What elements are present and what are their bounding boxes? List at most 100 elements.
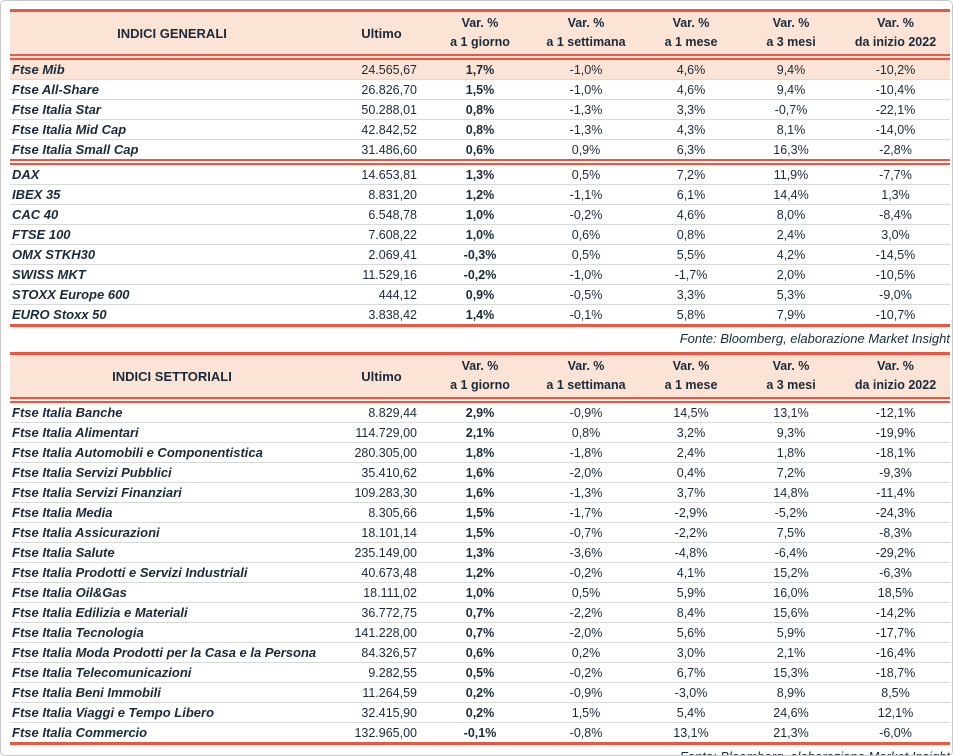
var-1-settimana-value: 0,2% (531, 642, 641, 663)
ultimo-value: 6.548,78 (334, 204, 429, 225)
var-1-settimana-value: -0,5% (531, 284, 641, 305)
index-name: Ftse Italia Edilizia e Materiali (10, 602, 334, 623)
ultimo-value: 141.228,00 (334, 622, 429, 643)
var-1-mese-value: 14,5% (641, 400, 741, 423)
var-1-settimana-value: 0,5% (531, 162, 641, 185)
index-name: STOXX Europe 600 (10, 284, 334, 305)
ultimo-value: 42.842,52 (334, 119, 429, 140)
var-1-giorno-value: 1,6% (429, 462, 531, 483)
source-caption: Fonte: Bloomberg, elaborazione Market In… (10, 748, 950, 755)
var-1-settimana-value: -0,7% (531, 522, 641, 543)
index-row: Ftse Italia Star 50.288,01 0,8% -1,3% 3,3% -0… (10, 99, 950, 120)
var-1-giorno-value: 1,5% (429, 502, 531, 523)
index-row: Ftse Italia Viaggi e Tempo Libero 32.415,… (10, 702, 950, 723)
var-1-mese-value: 3,7% (641, 482, 741, 503)
table-title-indici-settoriali: INDICI SETTORIALI (10, 352, 334, 403)
period-label: a 1 mese (664, 35, 718, 49)
var-label: Var. % (461, 16, 499, 30)
ultimo-value: 11.529,16 (334, 264, 429, 285)
var-1-settimana-value: 0,8% (531, 422, 641, 443)
var-1-mese-value: 4,6% (641, 57, 741, 80)
var-label: Var. % (877, 16, 914, 30)
var-1-giorno-value: 2,1% (429, 422, 531, 443)
index-row: CAC 40 6.548,78 1,0% -0,2% 4,6% 8,0% -8,4% (10, 204, 950, 225)
index-name: CAC 40 (10, 204, 334, 225)
index-name: Ftse Italia Alimentari (10, 422, 334, 443)
var-label: Var. % (672, 359, 710, 373)
var-1-giorno-value: 1,4% (429, 304, 531, 327)
var-3-mesi-value: 8,1% (741, 119, 841, 140)
ultimo-value: 8.831,20 (334, 184, 429, 205)
var-3-mesi-value: -6,4% (741, 542, 841, 563)
var-inizio-2022-value: -8,4% (841, 204, 950, 225)
var-3-mesi-value: -5,2% (741, 502, 841, 523)
index-row: Ftse Italia Mid Cap 42.842,52 0,8% -1,3% 4,3… (10, 119, 950, 140)
var-inizio-2022-value: -6,0% (841, 722, 950, 745)
ultimo-value: 36.772,75 (334, 602, 429, 623)
index-row: Ftse Italia Servizi Finanziari 109.283,30… (10, 482, 950, 503)
column-header-var-1-giorno: Var. % a 1 giorno (429, 9, 531, 60)
var-1-mese-value: 4,6% (641, 79, 741, 100)
var-1-giorno-value: 0,9% (429, 284, 531, 305)
ultimo-value: 280.305,00 (334, 442, 429, 463)
period-label: a 3 mesi (766, 378, 816, 392)
index-row: Ftse Italia Salute 235.149,00 1,3% -3,6% -4,… (10, 542, 950, 563)
var-1-mese-value: -2,2% (641, 522, 741, 543)
var-inizio-2022-value: -7,7% (841, 162, 950, 185)
var-1-mese-value: 5,5% (641, 244, 741, 265)
column-header-var-1-settimana: Var. % a 1 settimana (531, 352, 641, 403)
table-title-indici-generali: INDICI GENERALI (10, 9, 334, 60)
var-inizio-2022-value: -22,1% (841, 99, 950, 120)
var-1-settimana-value: -1,8% (531, 442, 641, 463)
var-inizio-2022-value: -10,4% (841, 79, 950, 100)
var-inizio-2022-value: -9,3% (841, 462, 950, 483)
index-row: EURO Stoxx 50 3.838,42 1,4% -0,1% 5,8% 7,9% -1… (10, 304, 950, 327)
period-label: a 1 giorno (450, 378, 510, 392)
index-name: FTSE 100 (10, 224, 334, 245)
var-3-mesi-value: 2,0% (741, 264, 841, 285)
var-1-giorno-value: 1,0% (429, 582, 531, 603)
index-row: Ftse Italia Beni Immobili 11.264,59 0,2% -0… (10, 682, 950, 703)
var-1-settimana-value: -3,6% (531, 542, 641, 563)
ultimo-value: 8.829,44 (334, 400, 429, 423)
var-3-mesi-value: 1,8% (741, 442, 841, 463)
var-3-mesi-value: 2,1% (741, 642, 841, 663)
var-1-giorno-value: 0,8% (429, 119, 531, 140)
index-name: Ftse Italia Beni Immobili (10, 682, 334, 703)
index-row: Ftse Italia Edilizia e Materiali 36.772,7… (10, 602, 950, 623)
var-inizio-2022-value: -2,8% (841, 139, 950, 165)
column-header-ultimo: Ultimo (334, 9, 429, 60)
var-1-giorno-value: -0,2% (429, 264, 531, 285)
column-header-var-inizio-2022: Var. % da inizio 2022 (841, 9, 950, 60)
index-row: IBEX 35 8.831,20 1,2% -1,1% 6,1% 14,4% 1,3% (10, 184, 950, 205)
index-row: Ftse Italia Moda Prodotti per la Casa e … (10, 642, 950, 663)
index-name: Ftse Italia Banche (10, 400, 334, 423)
source-caption: Fonte: Bloomberg, elaborazione Market In… (679, 331, 950, 346)
var-3-mesi-value: 14,8% (741, 482, 841, 503)
var-1-mese-value: 6,1% (641, 184, 741, 205)
var-1-giorno-value: 1,0% (429, 224, 531, 245)
index-name: Ftse Italia Mid Cap (10, 119, 334, 140)
var-1-giorno-value: -0,1% (429, 722, 531, 745)
var-1-giorno-value: 0,2% (429, 702, 531, 723)
index-name: DAX (10, 162, 334, 185)
ultimo-value: 32.415,90 (334, 702, 429, 723)
var-1-giorno-value: 2,9% (429, 400, 531, 423)
column-header-var-3-mesi: Var. % a 3 mesi (741, 9, 841, 60)
var-1-settimana-value: -1,7% (531, 502, 641, 523)
ultimo-value: 7.608,22 (334, 224, 429, 245)
var-3-mesi-value: 7,2% (741, 462, 841, 483)
index-name: Ftse Italia Moda Prodotti per la Casa e … (10, 642, 334, 663)
var-3-mesi-value: 16,0% (741, 582, 841, 603)
var-1-mese-value: 4,6% (641, 204, 741, 225)
var-1-settimana-value: 0,6% (531, 224, 641, 245)
index-row: Ftse Italia Banche 8.829,44 2,9% -0,9% 14,5%… (10, 400, 950, 423)
var-inizio-2022-value: -14,0% (841, 119, 950, 140)
var-inizio-2022-value: -12,1% (841, 400, 950, 423)
var-3-mesi-value: 15,6% (741, 602, 841, 623)
var-1-mese-value: 5,9% (641, 582, 741, 603)
index-name: Ftse Italia Oil&Gas (10, 582, 334, 603)
var-1-giorno-value: 1,2% (429, 184, 531, 205)
var-3-mesi-value: 9,4% (741, 57, 841, 80)
